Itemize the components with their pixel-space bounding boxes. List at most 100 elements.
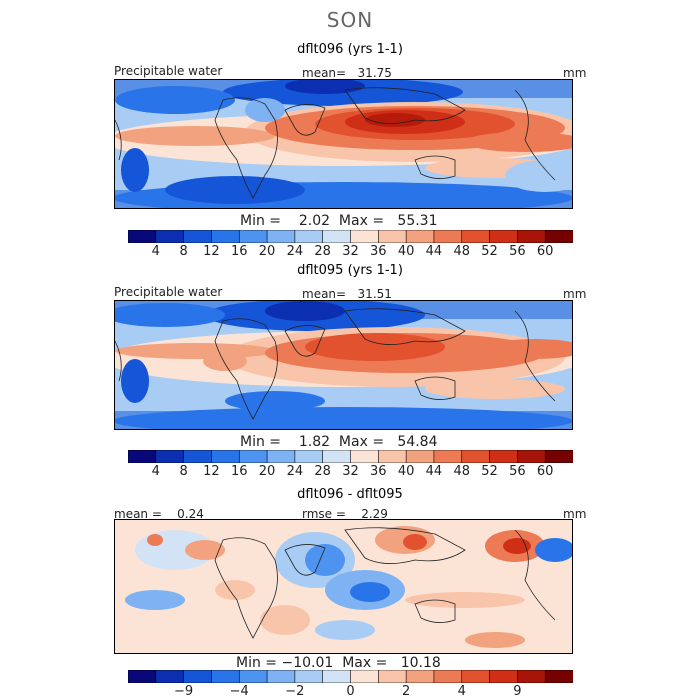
- panel-2-units: mm: [563, 287, 587, 301]
- colorbar-svg: [128, 230, 573, 243]
- panel-2-variable: Precipitable water: [114, 285, 223, 299]
- colorbar-tick-label: 12: [203, 244, 220, 259]
- colorbar-swatch: [294, 670, 324, 683]
- colorbar-tick-label: 24: [286, 244, 304, 259]
- panel-3-mean: mean = 0.24: [114, 507, 204, 521]
- colorbar-swatch: [544, 450, 573, 463]
- colorbar-3-labels: −9 −4 −2 0 2 4 9: [128, 684, 573, 700]
- colorbar-swatch: [405, 450, 435, 463]
- colorbar-swatch: [489, 230, 518, 243]
- colorbar-swatch: [266, 230, 296, 243]
- colorbar-tick-label: 60: [536, 464, 554, 479]
- panel-3-field: [115, 520, 572, 653]
- colorbar-tick-label: 32: [342, 244, 359, 259]
- panel-1-mean: mean= 31.75: [302, 66, 392, 80]
- panel-3-min-value: −10.01: [281, 655, 334, 671]
- colorbar-svg: [128, 450, 573, 463]
- colorbar-swatch: [128, 230, 157, 243]
- colorbar-tick-label: 9: [513, 684, 522, 699]
- colorbar-tick-label: 0: [346, 684, 355, 699]
- colorbar-tick-label: −2: [285, 684, 305, 699]
- panel-1-field: [115, 80, 572, 208]
- colorbar-tick-label: −9: [174, 684, 194, 699]
- colorbar-swatch: [350, 450, 379, 463]
- colorbar-swatch: [155, 450, 185, 463]
- colorbar-svg: [128, 670, 573, 683]
- panel-3-title: dflt096 - dflt095: [297, 487, 403, 502]
- colorbar-swatch: [238, 230, 268, 243]
- colorbar-swatch: [211, 670, 240, 683]
- panel-3-rmse: rmse = 2.29: [302, 507, 388, 521]
- colorbar-swatch: [211, 230, 240, 243]
- colorbar-swatch: [238, 670, 268, 683]
- panel-1-max-label: Max =: [338, 213, 385, 229]
- colorbar-swatch: [489, 450, 518, 463]
- panel-2-max-label: Max =: [338, 434, 385, 450]
- colorbar-tick-label: −4: [229, 684, 249, 699]
- colorbar-tick-label: 24: [286, 464, 304, 479]
- colorbar-tick-label: 36: [370, 464, 387, 479]
- colorbar-tick-label: 56: [509, 244, 526, 259]
- colorbar-tick-label: 16: [230, 464, 248, 479]
- colorbar-tick-label: 16: [230, 244, 248, 259]
- colorbar-tick-label: 32: [342, 464, 359, 479]
- colorbar-tick-label: 44: [425, 244, 443, 259]
- panel-2-map: [114, 300, 573, 430]
- colorbar-swatch: [183, 450, 213, 463]
- colorbar-tick-label: 8: [179, 244, 188, 259]
- colorbar-swatch: [155, 670, 185, 683]
- panel-3-minmax: Min = −10.01 Max = 10.18: [236, 655, 441, 671]
- colorbar-tick-label: 36: [370, 244, 387, 259]
- colorbar-tick-label: 4: [151, 464, 160, 479]
- colorbar-tick-label: 12: [203, 464, 220, 479]
- panel-2-field: [115, 301, 572, 429]
- colorbar-swatch: [405, 670, 435, 683]
- figure-title: SON: [326, 8, 374, 32]
- colorbar-swatch: [322, 230, 352, 243]
- colorbar-swatch: [461, 450, 491, 463]
- colorbar-swatch: [128, 450, 157, 463]
- colorbar-swatch: [461, 230, 491, 243]
- panel-2-minmax: Min = 1.82 Max = 54.84: [240, 434, 438, 450]
- colorbar-swatch: [350, 230, 379, 243]
- panel-1-min-value: 2.02: [298, 213, 331, 229]
- colorbar-swatch: [489, 670, 518, 683]
- panel-3-rmse-value: 2.29: [361, 507, 388, 521]
- colorbar-swatch: [238, 450, 268, 463]
- panel-2-min-label: Min =: [240, 434, 282, 450]
- colorbar-swatch: [266, 450, 296, 463]
- colorbar-swatch: [128, 670, 157, 683]
- colorbar-swatch: [544, 230, 573, 243]
- colorbar-tick-label: 44: [425, 464, 443, 479]
- panel-1-max-value: 55.31: [397, 213, 438, 229]
- colorbar-1: [128, 230, 573, 243]
- colorbar-swatch: [266, 670, 296, 683]
- panel-2-min-value: 1.82: [298, 434, 331, 450]
- colorbar-swatch: [433, 230, 463, 243]
- panel-1-map: [114, 79, 573, 209]
- panel-1-minmax: Min = 2.02 Max = 55.31: [240, 213, 438, 229]
- colorbar-2: [128, 450, 573, 463]
- colorbar-swatch: [405, 230, 435, 243]
- colorbar-tick-label: 60: [536, 244, 554, 259]
- colorbar-tick-label: 48: [453, 464, 471, 479]
- panel-3-mean-value: 0.24: [177, 507, 204, 521]
- panel-3-min-label: Min =: [236, 655, 278, 671]
- colorbar-tick-label: 56: [509, 464, 526, 479]
- panel-3-units: mm: [563, 507, 587, 521]
- colorbar-swatch: [322, 450, 352, 463]
- panel-2-max-value: 54.84: [397, 434, 438, 450]
- panel-3-max-value: 10.18: [400, 655, 441, 671]
- colorbar-tick-label: 52: [481, 244, 498, 259]
- panel-1-mean-label: mean=: [302, 66, 347, 80]
- colorbar-tick-label: 8: [179, 464, 188, 479]
- colorbar-swatch: [211, 450, 240, 463]
- colorbar-swatch: [433, 450, 463, 463]
- panel-3-map: [114, 519, 573, 654]
- colorbar-swatch: [350, 670, 379, 683]
- colorbar-tick-label: 28: [314, 244, 331, 259]
- panel-2-title: dflt095 (yrs 1-1): [297, 263, 403, 278]
- colorbar-swatch: [433, 670, 463, 683]
- panel-2-mean: mean= 31.51: [302, 287, 392, 301]
- panel-1-units: mm: [563, 66, 587, 80]
